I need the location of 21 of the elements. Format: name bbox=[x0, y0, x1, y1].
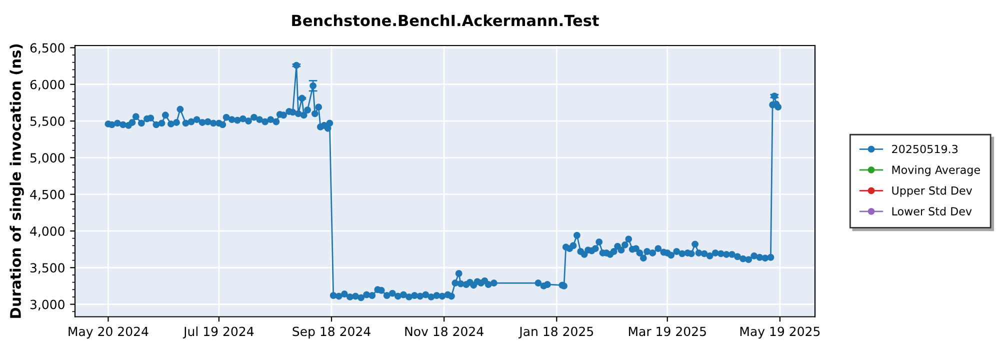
legend-label: Moving Average bbox=[892, 165, 980, 176]
y-tick-label: 3,000 bbox=[30, 300, 64, 310]
chart-title: Benchstone.BenchI.Ackermann.Test bbox=[292, 14, 599, 26]
y-tick-label: 6,500 bbox=[30, 43, 64, 54]
legend-label: Upper Std Dev bbox=[892, 186, 972, 197]
x-tick-label: Jul 19 2024 bbox=[182, 326, 254, 338]
legend-label: 20250519.3 bbox=[892, 144, 958, 154]
y-tick-label: 4,500 bbox=[30, 190, 64, 201]
y-tick-label: 5,000 bbox=[30, 153, 64, 164]
x-tick-label: Sep 18 2024 bbox=[292, 326, 370, 339]
x-tick-label: Jan 18 2025 bbox=[518, 326, 594, 338]
y-tick-label: 6,000 bbox=[30, 80, 64, 91]
legend-label: Lower Std Dev bbox=[892, 206, 972, 216]
y-tick-label: 4,000 bbox=[30, 226, 64, 238]
y-tick-label: 3,500 bbox=[30, 263, 64, 274]
y-tick-label: 5,500 bbox=[30, 116, 64, 128]
y-axis-title: Duration of single invocation (ns) bbox=[10, 44, 24, 318]
x-tick-label: May 19 2025 bbox=[740, 326, 820, 339]
x-tick-label: Nov 18 2024 bbox=[405, 326, 484, 336]
x-tick-label: May 20 2024 bbox=[68, 326, 148, 339]
x-tick-label: Mar 19 2025 bbox=[628, 326, 706, 336]
